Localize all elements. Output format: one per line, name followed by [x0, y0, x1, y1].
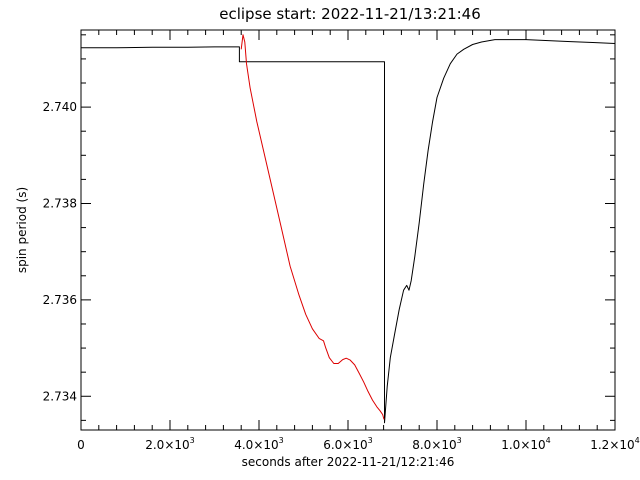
- y-tick-label: 2.734: [43, 389, 77, 403]
- plot-frame: [80, 29, 616, 431]
- series-layer: [81, 34, 616, 424]
- x-tick-label: 4.0×103: [234, 436, 284, 452]
- y-tick-label: 2.740: [43, 100, 77, 114]
- x-tick-label: 0: [77, 438, 85, 452]
- x-tick-label: 1.0×104: [501, 436, 551, 452]
- y-axis: 2.734 2.736 2.738 2.740: [43, 34, 615, 421]
- x-axis-label: seconds after 2022-11-21/12:21:46: [242, 455, 455, 469]
- x-tick-label: 2.0×103: [145, 436, 195, 452]
- chart-title: eclipse start: 2022-11-21/13:21:46: [219, 5, 481, 23]
- series-line-0: [81, 39, 616, 424]
- y-tick-label: 2.738: [43, 196, 77, 210]
- x-tick-label: 6.0×103: [323, 436, 373, 452]
- series-line-1: [240, 34, 385, 420]
- y-axis-label: spin period (s): [15, 187, 29, 273]
- x-axis: 0 2.0×103 4.0×103 6.0×103 8.0×103 1.0×104 1.2×…: [77, 30, 640, 452]
- x-tick-label: 8.0×103: [412, 436, 462, 452]
- y-tick-label: 2.736: [43, 293, 77, 307]
- x-tick-label: 1.2×104: [590, 436, 640, 452]
